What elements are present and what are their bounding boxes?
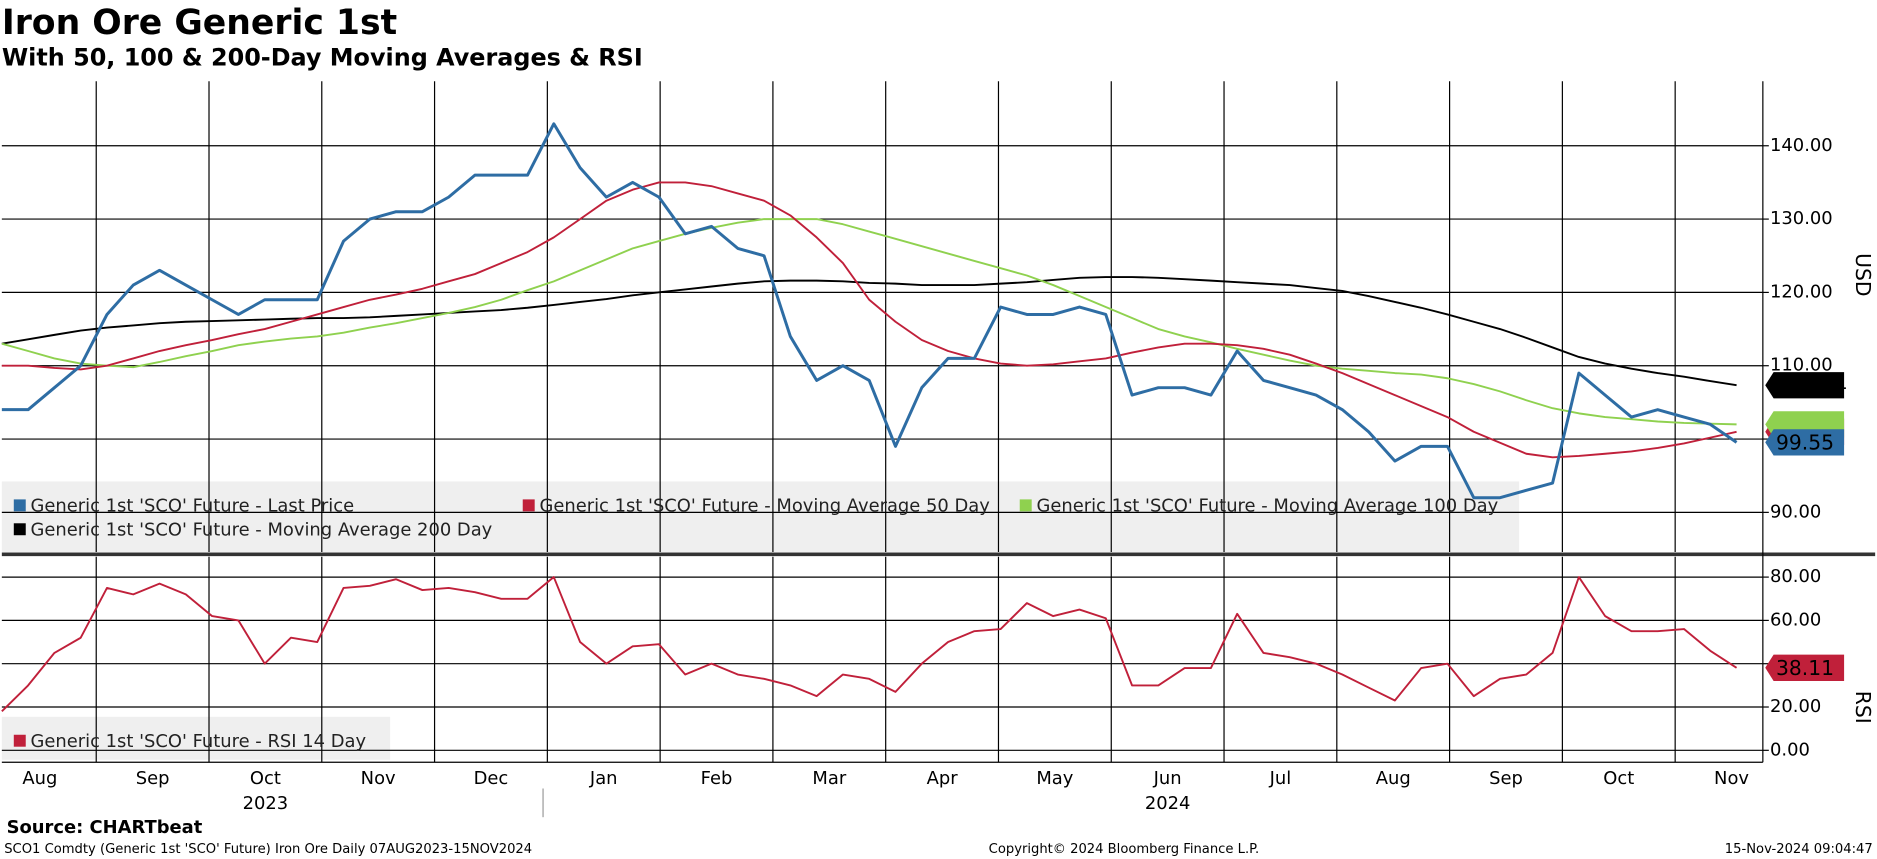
legend-label: Generic 1st 'SCO' Future - RSI 14 Day xyxy=(31,731,367,752)
value-tag-label: 107.34 xyxy=(1776,373,1847,397)
y-axis-label: USD xyxy=(1851,253,1875,296)
value-tag-label: 38.11 xyxy=(1776,656,1834,680)
series-line xyxy=(1,276,1737,387)
legend-label: Generic 1st 'SCO' Future - Last Price xyxy=(31,496,355,517)
y-tick-label: 0.00 xyxy=(1770,739,1810,760)
legend-label: Generic 1st 'SCO' Future - Moving Averag… xyxy=(1036,496,1498,517)
x-tick-label: May xyxy=(1036,768,1073,789)
y-tick-label: 20.00 xyxy=(1770,696,1821,717)
year-label: 2023 xyxy=(243,793,289,814)
legend-swatch xyxy=(1019,499,1032,512)
x-tick-label: Jan xyxy=(589,768,618,789)
y-tick-label: 80.00 xyxy=(1770,566,1821,587)
value-tag-label: 99.55 xyxy=(1776,431,1834,455)
footer-center: Copyright© 2024 Bloomberg Finance L.P. xyxy=(989,842,1259,857)
x-tick-label: Mar xyxy=(812,768,846,789)
footer-left: SCO1 Comdty (Generic 1st 'SCO' Future) I… xyxy=(4,842,532,857)
x-tick-label: Apr xyxy=(927,768,959,789)
series-line xyxy=(1,218,1737,426)
x-tick-label: Jun xyxy=(1153,768,1182,789)
x-tick-label: Feb xyxy=(701,768,733,789)
chart-subtitle: With 50, 100 & 200-Day Moving Averages &… xyxy=(2,44,643,72)
footer-right: 15-Nov-2024 09:04:47 xyxy=(1725,842,1873,857)
legend-swatch xyxy=(13,499,26,512)
legend-box xyxy=(1,481,1520,552)
year-label: 2024 xyxy=(1145,793,1191,814)
legend-label: Generic 1st 'SCO' Future - Moving Averag… xyxy=(539,496,990,517)
source: Source: CHARTbeat xyxy=(7,817,203,838)
x-tick-label: Dec xyxy=(474,768,509,789)
value-tag xyxy=(1765,372,1845,399)
x-tick-label: Jul xyxy=(1269,768,1292,789)
x-tick-label: Nov xyxy=(1714,768,1749,789)
value-tag xyxy=(1765,654,1845,681)
x-tick-label: Nov xyxy=(361,768,396,789)
legend-swatch xyxy=(522,499,535,512)
x-tick-label: Sep xyxy=(136,768,170,789)
y-tick-label: 60.00 xyxy=(1770,609,1821,630)
y-tick-label: 130.00 xyxy=(1770,208,1833,229)
value-tag xyxy=(1765,429,1845,456)
chart-title: Iron Ore Generic 1st xyxy=(2,3,397,43)
x-tick-label: Oct xyxy=(1603,768,1634,789)
y-tick-label: 140.00 xyxy=(1770,135,1833,156)
series-line xyxy=(1,122,1738,500)
series-line xyxy=(1,181,1737,459)
y-tick-label: 110.00 xyxy=(1770,355,1833,376)
legend-swatch xyxy=(13,523,26,536)
legend-label: Generic 1st 'SCO' Future - Moving Averag… xyxy=(31,519,493,540)
x-tick-label: Aug xyxy=(22,768,57,789)
y-axis-label: RSI xyxy=(1851,691,1875,724)
y-tick-label: 120.00 xyxy=(1770,281,1833,302)
legend-swatch xyxy=(13,734,26,747)
y-tick-label: 90.00 xyxy=(1770,501,1821,522)
x-tick-label: Sep xyxy=(1489,768,1523,789)
series-line xyxy=(1,576,1738,713)
x-tick-label: Aug xyxy=(1376,768,1411,789)
x-tick-label: Oct xyxy=(250,768,281,789)
legend-box xyxy=(1,716,391,760)
